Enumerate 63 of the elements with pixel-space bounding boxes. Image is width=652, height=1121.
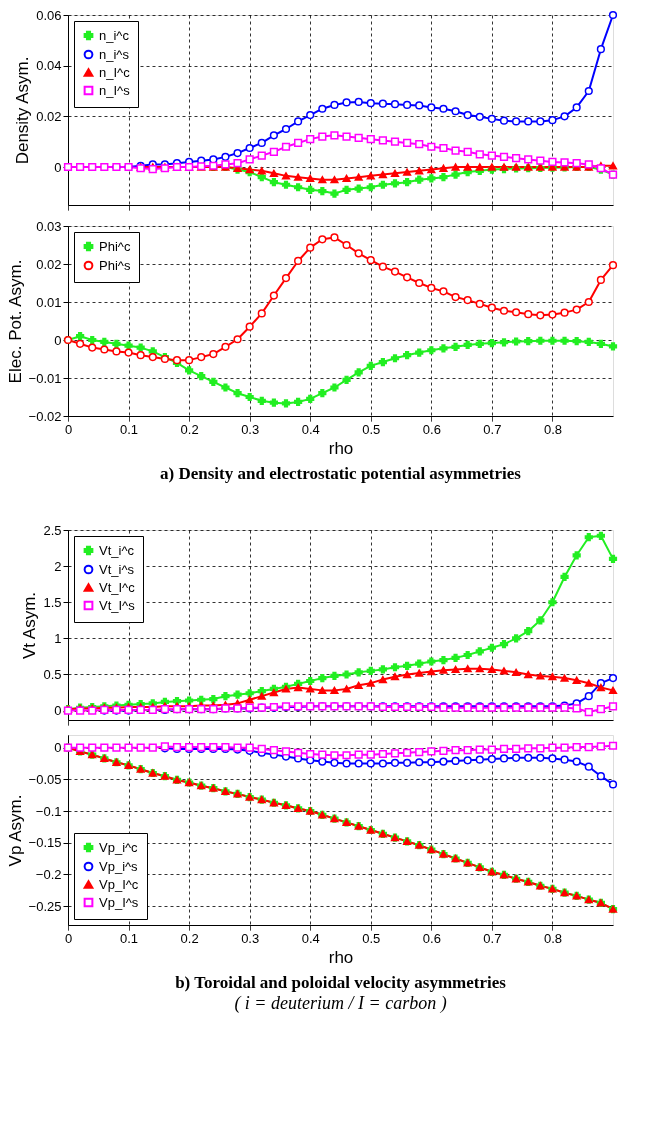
legend-label: n_i^c: [99, 27, 130, 43]
x-tick-label: 0.5: [362, 421, 381, 437]
x-tick-label: 0.1: [120, 930, 139, 946]
x-tick-label: 0.7: [483, 421, 502, 437]
legend-label: n_i^s: [99, 46, 130, 62]
y-tick-label: 0: [54, 159, 62, 175]
y-tick-label: −0.02: [28, 408, 62, 424]
legend-label: n_I^c: [99, 64, 131, 80]
y-tick-label: 0.01: [36, 294, 62, 310]
y-tick-label: 0: [54, 332, 62, 348]
x-tick-label: 0.8: [543, 930, 562, 946]
legend-label: Vp_I^s: [99, 894, 139, 910]
y-tick-label: −0.01: [28, 370, 62, 386]
legend-label: Vt_I^c: [99, 579, 136, 595]
x-tick-label: 0.4: [301, 421, 320, 437]
x-tick-label: 0.8: [543, 421, 562, 437]
x-tick-label: 0.4: [301, 930, 320, 946]
x-axis-title: rho: [328, 438, 354, 458]
y-tick-label: 1: [54, 630, 62, 646]
y-axis-title: Density Asym.: [13, 56, 33, 165]
x-tick-label: 0.1: [120, 421, 139, 437]
legend-label: Vt_i^c: [99, 542, 135, 558]
y-axis-title: Vt Asym.: [20, 591, 40, 660]
x-tick-label: 0: [64, 421, 73, 437]
x-tick-label: 0.7: [483, 930, 502, 946]
x-axis-title: rho: [328, 947, 354, 967]
y-tick-label: 0: [54, 740, 62, 756]
text: ( i = deuterium / I = carbon ): [234, 993, 447, 1014]
legend-label: Phi^c: [99, 238, 131, 254]
legend-label: n_I^s: [99, 82, 131, 98]
legend-label: Vp_I^c: [99, 876, 139, 892]
x-tick-label: 0.6: [422, 930, 441, 946]
y-tick-label: 0.5: [43, 666, 62, 682]
y-tick-label: 2: [54, 558, 62, 574]
x-tick-label: 0.2: [180, 930, 199, 946]
legend-label: Vp_i^s: [99, 858, 139, 874]
text: b) Toroidal and poloidal velocity asymmetries: [175, 973, 507, 992]
y-axis-title: Elec. Pot. Asym.: [5, 259, 25, 384]
y-tick-label: 0.02: [36, 256, 62, 272]
y-tick-label: −0.15: [28, 835, 62, 851]
y-tick-label: 0.06: [36, 7, 62, 23]
legend-label: Phi^s: [99, 257, 131, 273]
x-tick-label: 0.3: [241, 421, 260, 437]
text: a) Density and electrostatic potential asymmetries: [160, 464, 522, 483]
y-tick-label: −0.2: [35, 866, 62, 882]
legend-label: Vt_i^s: [99, 561, 135, 577]
y-tick-label: 1.5: [43, 594, 62, 610]
y-tick-label: 2.5: [43, 522, 62, 538]
y-tick-label: −0.05: [28, 771, 62, 787]
legend-label: Vt_I^s: [99, 597, 136, 613]
y-tick-label: 0.02: [36, 108, 62, 124]
y-tick-label: −0.25: [28, 898, 62, 914]
y-tick-label: 0: [54, 703, 62, 719]
y-tick-label: −0.1: [35, 803, 62, 819]
x-tick-label: 0: [64, 930, 73, 946]
legend-label: Vp_i^c: [99, 839, 139, 855]
x-tick-label: 0.2: [180, 421, 199, 437]
y-tick-label: 0.04: [36, 58, 62, 74]
x-tick-label: 0.6: [422, 421, 441, 437]
y-axis-title: Vp Asym.: [5, 794, 25, 867]
y-tick-label: 0.03: [36, 218, 62, 234]
x-tick-label: 0.5: [362, 930, 381, 946]
x-tick-label: 0.3: [241, 930, 260, 946]
